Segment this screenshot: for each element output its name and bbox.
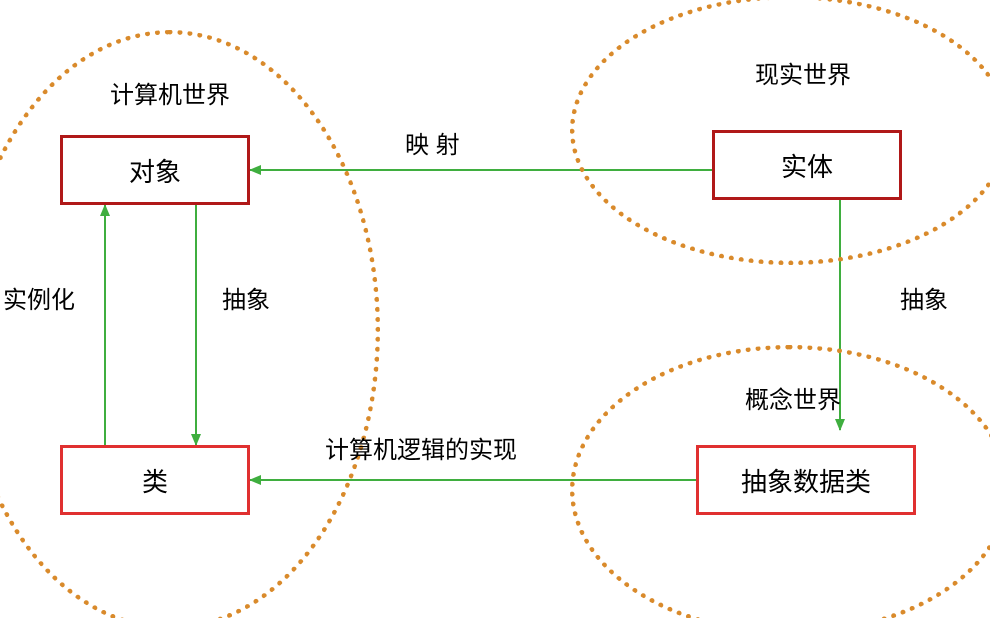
node-adt-label: 抽象数据类 <box>741 462 871 499</box>
node-entity-label: 实体 <box>781 147 833 184</box>
edge-label-abstract-right: 抽象 <box>900 280 948 315</box>
group-label-computer-world: 计算机世界 <box>110 75 230 110</box>
edge-label-mapping: 映 射 <box>405 125 460 160</box>
group-computer-world <box>0 30 380 618</box>
node-object-label: 对象 <box>129 152 181 189</box>
node-entity: 实体 <box>712 130 902 200</box>
node-object: 对象 <box>60 135 250 205</box>
node-class: 类 <box>60 445 250 515</box>
group-label-real-world: 现实世界 <box>755 55 851 90</box>
node-class-label: 类 <box>142 462 168 499</box>
edge-label-instantiate: 实例化 <box>3 280 75 315</box>
diagram-stage: 计算机世界 现实世界 概念世界 对象 类 实体 抽象数据类 映 射 实例化 抽象… <box>0 0 990 618</box>
node-adt: 抽象数据类 <box>696 445 916 515</box>
group-label-concept-world: 概念世界 <box>745 380 841 415</box>
edge-label-implementation: 计算机逻辑的实现 <box>325 430 517 465</box>
edge-label-abstract-left: 抽象 <box>222 280 270 315</box>
